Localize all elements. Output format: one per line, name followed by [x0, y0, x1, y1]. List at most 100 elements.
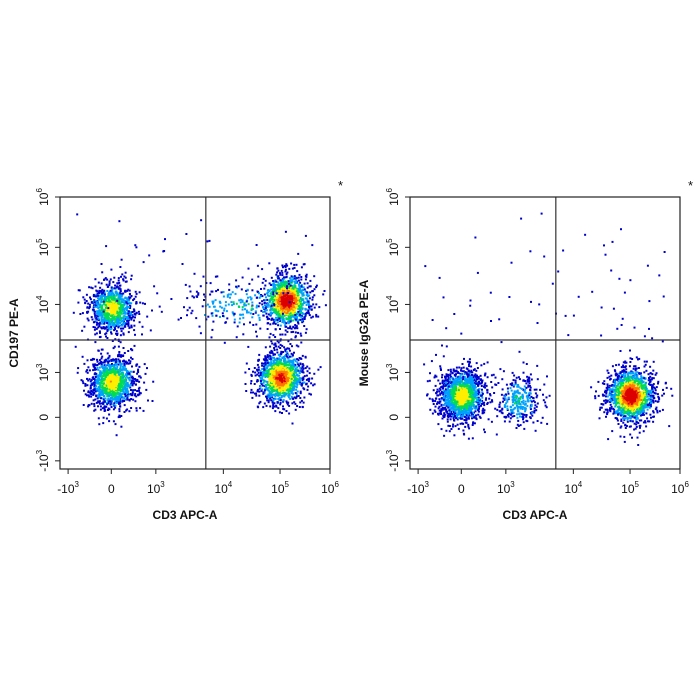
event-dot	[264, 363, 267, 366]
event-dot	[273, 285, 276, 288]
event-dot	[113, 276, 116, 279]
event-dot	[90, 286, 93, 289]
event-dot	[134, 400, 137, 403]
event-dot	[104, 309, 107, 312]
event-dot	[97, 376, 100, 379]
event-dot	[90, 379, 93, 382]
event-dot	[284, 382, 287, 384]
event-dot	[261, 281, 264, 284]
event-dot	[292, 315, 295, 318]
event-dot	[289, 365, 292, 368]
event-dot	[294, 324, 297, 326]
event-dot	[112, 420, 115, 423]
event-dot	[275, 291, 277, 294]
event-dot	[88, 395, 91, 398]
event-dot	[117, 301, 119, 304]
event-dot	[103, 317, 106, 320]
event-dot	[250, 382, 252, 385]
event-dot	[76, 371, 79, 374]
event-dot	[288, 355, 291, 358]
event-dot	[220, 306, 223, 309]
event-dot	[123, 275, 126, 278]
event-dot	[305, 382, 308, 385]
event-dot	[276, 360, 279, 363]
event-dot	[263, 304, 266, 307]
event-dot	[293, 385, 296, 388]
event-dot	[259, 370, 262, 373]
event-dot	[291, 310, 294, 312]
event-dot	[273, 290, 276, 292]
event-dot	[270, 362, 273, 365]
event-dot	[309, 291, 312, 294]
event-dot	[94, 376, 97, 378]
event-dot	[290, 377, 293, 380]
event-dot	[268, 262, 271, 265]
event-dot	[302, 364, 305, 367]
event-dot	[478, 382, 481, 385]
event-dot	[130, 356, 132, 359]
event-dot	[264, 355, 267, 358]
event-dot	[130, 389, 132, 391]
event-dot	[143, 363, 146, 366]
event-dot	[277, 305, 280, 308]
event-dot	[121, 273, 124, 276]
event-dot	[287, 357, 290, 360]
event-dot	[131, 365, 133, 368]
event-dot	[297, 252, 300, 255]
event-dot	[292, 305, 295, 308]
event-dot	[313, 288, 316, 291]
event-dot	[244, 371, 247, 374]
event-dot	[270, 391, 273, 394]
event-dot	[126, 316, 129, 319]
event-dot	[286, 289, 289, 292]
event-dot	[203, 293, 205, 296]
event-dot	[118, 220, 121, 223]
event-dot	[105, 310, 108, 313]
event-dot	[124, 312, 127, 315]
event-dot	[117, 383, 120, 385]
event-dot	[107, 383, 109, 386]
event-dot	[112, 376, 115, 379]
event-dot	[307, 295, 309, 297]
event-dot	[251, 396, 254, 399]
event-dot	[111, 396, 114, 399]
event-dot	[423, 363, 426, 366]
event-dot	[275, 362, 278, 365]
event-dot	[90, 402, 93, 405]
event-dot	[98, 310, 101, 313]
event-dot	[293, 358, 296, 361]
event-dot	[258, 353, 261, 356]
event-dot	[281, 367, 284, 370]
event-dot	[276, 267, 279, 270]
event-dot	[132, 299, 135, 302]
event-dot	[308, 305, 310, 308]
event-dot	[270, 288, 273, 291]
event-dot	[120, 399, 123, 402]
event-dot	[251, 316, 254, 319]
event-dot	[123, 352, 126, 354]
event-dot	[313, 294, 316, 297]
event-dot	[87, 391, 90, 394]
event-dot	[298, 374, 301, 377]
event-dot	[264, 364, 267, 367]
event-dot	[112, 317, 115, 320]
event-dot	[120, 317, 123, 320]
event-dot	[301, 312, 304, 315]
event-dot	[138, 380, 141, 383]
event-dot	[291, 370, 294, 373]
event-dot	[90, 301, 93, 304]
event-dot	[239, 298, 242, 301]
event-dot	[127, 296, 130, 299]
event-dot	[246, 311, 248, 314]
event-dot	[272, 293, 275, 296]
event-dot	[151, 400, 154, 402]
event-dot	[121, 399, 124, 402]
event-dot	[297, 395, 300, 397]
event-dot	[265, 385, 268, 388]
event-dot	[276, 284, 279, 287]
event-dot	[121, 385, 124, 388]
event-dot	[123, 303, 126, 306]
event-dot	[287, 382, 290, 384]
event-dot	[103, 388, 106, 391]
